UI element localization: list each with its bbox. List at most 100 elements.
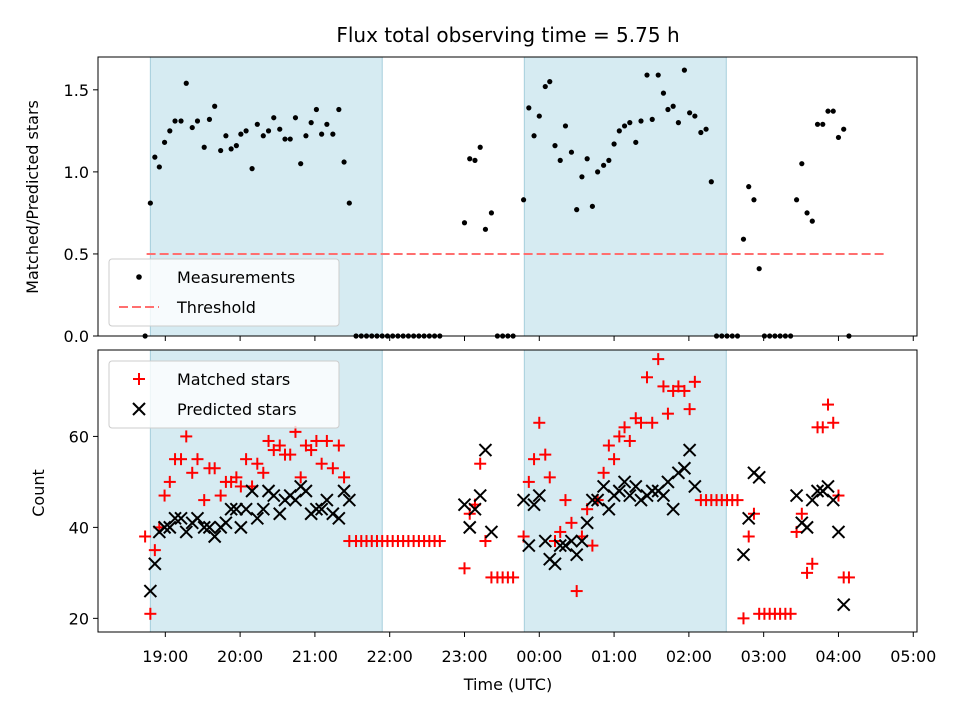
- measurement-point: [627, 120, 633, 126]
- top-legend-box: [108, 258, 340, 327]
- x-tick-label: 22:00: [367, 647, 413, 666]
- measurement-point: [472, 157, 478, 163]
- predicted-point: [245, 484, 259, 498]
- bottom-legend-box: [108, 360, 340, 429]
- predicted-point: [742, 511, 756, 525]
- measurement-point: [206, 116, 213, 122]
- predicted-point: [468, 502, 482, 516]
- matched-point: [284, 448, 297, 461]
- matched-point: [586, 539, 599, 552]
- matched-point: [158, 489, 171, 502]
- measurement-point: [751, 197, 757, 203]
- y-tick-label: 20: [69, 609, 89, 628]
- measurement-point: [562, 123, 569, 129]
- predicted-point: [564, 534, 579, 548]
- predicted-point: [617, 475, 632, 489]
- measurement-point: [277, 126, 283, 132]
- measurement-point: [584, 156, 590, 162]
- measurement-point: [698, 129, 704, 136]
- predicted-point: [553, 538, 567, 553]
- predicted-point: [575, 534, 589, 548]
- measurement-point: [649, 116, 655, 122]
- matched-point: [608, 453, 621, 466]
- matched-point: [474, 457, 487, 470]
- predicted-point: [168, 511, 182, 525]
- predicted-point: [736, 547, 751, 562]
- predicted-point: [234, 520, 248, 535]
- predicted-point: [656, 488, 671, 503]
- matched-point: [784, 607, 797, 620]
- measurement-point: [746, 184, 752, 190]
- predicted-point: [629, 479, 643, 494]
- chart-title: Flux total observing time = 5.75 h: [336, 23, 679, 47]
- measurement-point: [825, 108, 831, 114]
- predicted-point: [800, 520, 814, 535]
- predicted-point: [821, 479, 835, 494]
- measurement-point: [189, 124, 195, 131]
- predicted-point: [752, 470, 766, 485]
- measurement-point: [542, 83, 548, 90]
- predicted-point: [224, 502, 238, 516]
- measurement-point: [346, 200, 352, 206]
- y-tick-label: 1.5: [64, 81, 89, 100]
- matched-point: [234, 480, 247, 493]
- measurement-point: [477, 144, 483, 150]
- measurement-point: [531, 133, 537, 139]
- matched-point: [262, 434, 275, 447]
- matched-point: [827, 416, 840, 429]
- matched-point: [533, 416, 546, 429]
- measurement-point: [589, 203, 595, 209]
- matched-point: [326, 462, 339, 475]
- measurement-point: [287, 136, 293, 142]
- matched-point: [661, 407, 674, 420]
- measurement-point: [292, 115, 299, 121]
- measurement-point: [835, 134, 842, 141]
- matched-point: [257, 466, 270, 479]
- predicted-point: [484, 525, 499, 539]
- measurement-point: [665, 106, 671, 113]
- predicted-point: [522, 538, 536, 553]
- matched-point: [597, 466, 610, 479]
- matched-point: [816, 421, 829, 434]
- measurement-point: [681, 67, 687, 73]
- measurement-point: [172, 118, 178, 124]
- predicted-point: [538, 534, 552, 548]
- matched-point: [657, 380, 670, 393]
- matched-point: [139, 530, 152, 543]
- predicted-point: [677, 461, 692, 475]
- measurement-point: [655, 72, 661, 78]
- measurement-point: [809, 218, 815, 224]
- measurement-point: [313, 106, 319, 113]
- legend-label-predicted: Predicted stars: [177, 400, 297, 419]
- measurement-point: [243, 128, 249, 134]
- measurement-point: [233, 143, 239, 149]
- measurement-point: [520, 197, 527, 203]
- matched-point: [618, 421, 631, 434]
- predicted-point: [688, 479, 702, 494]
- predicted-point: [219, 516, 233, 530]
- measurement-point: [201, 144, 207, 150]
- matched-point: [208, 462, 221, 475]
- measurement-point: [167, 128, 173, 134]
- matched-point: [737, 612, 750, 625]
- predicted-point: [299, 484, 313, 498]
- measurement-point: [249, 166, 255, 172]
- legend-marker-matched: [133, 373, 145, 385]
- matched-point: [539, 448, 552, 461]
- measurement-point: [260, 133, 266, 139]
- measurement-point: [552, 143, 558, 149]
- measurement-point: [557, 157, 563, 163]
- measurement-point: [568, 149, 575, 155]
- measurement-point: [156, 164, 162, 170]
- matched-point: [688, 375, 701, 388]
- measurement-point: [820, 121, 826, 127]
- predicted-point: [527, 497, 541, 512]
- predicted-point: [826, 493, 840, 507]
- measurement-point: [621, 123, 628, 129]
- measurement-point: [526, 105, 532, 111]
- measurement-point: [670, 103, 676, 109]
- measurement-point: [178, 118, 184, 124]
- measurement-point: [467, 156, 473, 162]
- measurement-point: [298, 161, 304, 167]
